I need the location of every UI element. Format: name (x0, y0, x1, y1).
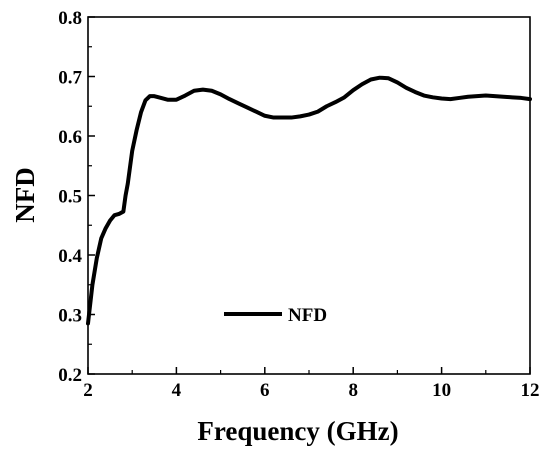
x-tick-label: 8 (348, 380, 358, 401)
x-tick-label: 4 (172, 380, 182, 401)
series-line-nfd (86, 75, 532, 326)
y-tick-label: 0.4 (58, 246, 82, 267)
y-tick-label: 0.8 (58, 8, 82, 29)
y-tick-label: 0.3 (58, 306, 82, 327)
series-layer (86, 75, 532, 326)
legend: NFD (224, 305, 327, 326)
y-tick-label: 0.2 (58, 365, 82, 386)
y-ticks: 0.2 0.3 0.4 0.5 0.6 0.7 0.8 (58, 8, 95, 386)
y-tick-label: 0.7 (58, 68, 82, 89)
y-tick-label: 0.5 (58, 187, 82, 208)
y-axis-title: NFD (10, 167, 40, 223)
x-axis-title: Frequency (GHz) (197, 416, 398, 446)
x-tick-label: 2 (83, 380, 93, 401)
x-tick-label: 12 (521, 380, 540, 401)
x-ticks: 2 4 6 8 10 12 (83, 367, 540, 401)
legend-label: NFD (288, 305, 327, 326)
y-tick-label: 0.6 (58, 127, 82, 148)
x-tick-label: 10 (432, 380, 451, 401)
x-tick-label: 6 (260, 380, 270, 401)
